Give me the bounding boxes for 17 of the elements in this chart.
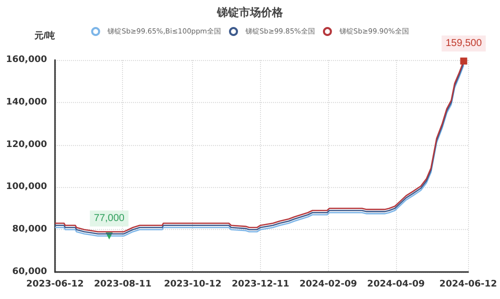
- y-tick-label: 140,000: [6, 97, 47, 108]
- data-label: 159,500: [446, 38, 482, 50]
- x-tick-label: 2023-12-11: [232, 280, 290, 290]
- x-tick-label: 2024-04-09: [367, 280, 425, 290]
- x-tick-label: 2024-06-12: [439, 280, 498, 290]
- y-tick-label: 160,000: [6, 55, 47, 65]
- data-label: 77,000: [94, 212, 125, 224]
- x-tick-label: 2023-08-11: [94, 280, 152, 290]
- x-tick-label: 2023-06-12: [26, 280, 84, 290]
- y-tick-label: 60,000: [12, 267, 47, 277]
- y-tick-label: 80,000: [12, 224, 47, 235]
- y-tick-label: 120,000: [6, 140, 47, 150]
- x-tick-label: 2023-10-12: [164, 280, 222, 290]
- y-axis-title: 元/吨: [33, 30, 55, 40]
- y-tick-label: 100,000: [6, 182, 47, 192]
- chart-title: 锑锭市场价格: [216, 6, 284, 19]
- x-tick-label: 2024-02-09: [299, 280, 358, 290]
